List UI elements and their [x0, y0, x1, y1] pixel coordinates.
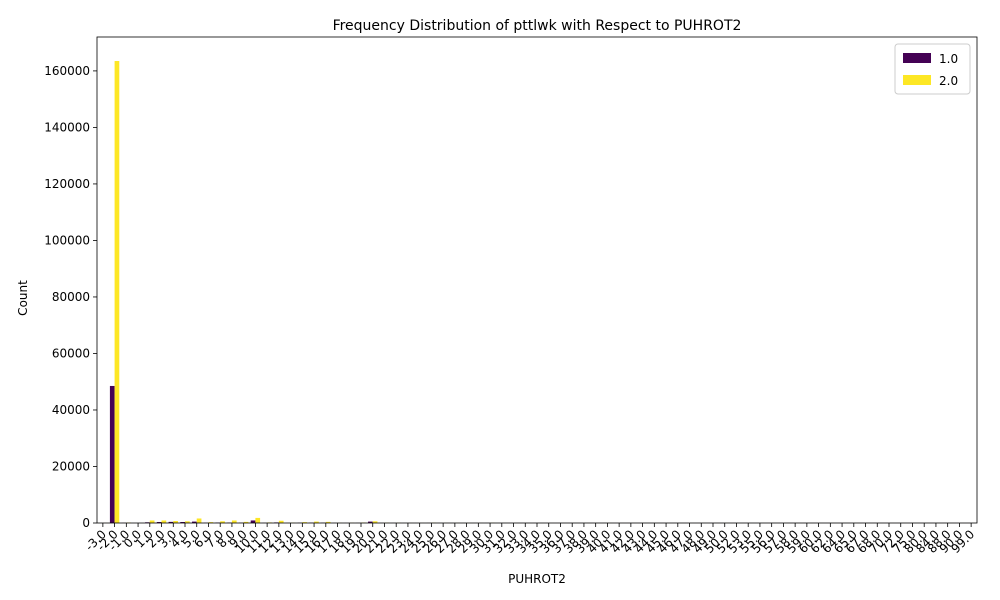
bar-series-1-15.0: [314, 521, 319, 523]
y-tick-label: 100000: [44, 233, 90, 247]
chart-title: Frequency Distribution of pttlwk with Re…: [333, 18, 742, 34]
x-axis-label: PUHROT2: [508, 572, 566, 586]
bar-series-0-10.0: [250, 520, 256, 523]
legend-label-1: 2.0: [939, 74, 958, 88]
legend-label-0: 1.0: [939, 52, 958, 66]
bar-series-1-4.0: [185, 521, 190, 523]
bar-series-0-5.0: [192, 521, 197, 523]
legend-swatch-0: [903, 53, 931, 63]
y-axis-label: Count: [16, 280, 30, 316]
bar-series-1-10.0: [255, 517, 261, 523]
y-tick-label: 0: [82, 516, 90, 530]
bar-series-1-7.0: [220, 521, 225, 523]
y-tick-label: 40000: [52, 403, 90, 417]
bar-series-1-12.0: [278, 520, 284, 523]
bar-series-0-3.0: [168, 521, 174, 523]
bar-series-0-4.0: [180, 522, 185, 523]
legend-box: [894, 43, 971, 95]
y-tick-label: 120000: [44, 177, 90, 191]
plot-frame: [96, 36, 978, 524]
x-axis: -3.0-2.0-1.00.01.02.03.04.05.06.07.08.09…: [83, 523, 977, 556]
bar-series-1--2.0: [114, 61, 120, 524]
bar-series-0-20.0: [368, 521, 373, 523]
plot-area: [96, 36, 978, 524]
y-tick-label: 160000: [44, 64, 90, 78]
legend: 1.0 2.0: [894, 43, 971, 95]
bar-series-1-1.0: [149, 520, 155, 523]
y-tick-label: 20000: [52, 459, 90, 473]
bar-series-1-3.0: [173, 521, 178, 523]
bar-series-1-20.0: [372, 521, 378, 523]
bar-series-1-2.0: [161, 520, 167, 523]
y-tick-label: 140000: [44, 120, 90, 134]
y-axis: 0 20000 40000 60000 80000 100000 120000 140000 1…: [44, 64, 97, 530]
y-tick-label: 80000: [52, 290, 90, 304]
bar-series-1-5.0: [196, 518, 202, 523]
y-tick-label: 60000: [52, 346, 90, 360]
bar-series-0--2.0: [109, 385, 115, 523]
bar-series-1-9.0: [243, 521, 249, 523]
bar-series-1-8.0: [231, 520, 237, 523]
bar-series-1-16.0: [325, 521, 331, 523]
bar-series-1-14.0: [302, 522, 308, 523]
legend-swatch-1: [903, 75, 931, 85]
bar-series-1-6.0: [208, 522, 214, 523]
bar-series-0-2.0: [156, 522, 162, 523]
